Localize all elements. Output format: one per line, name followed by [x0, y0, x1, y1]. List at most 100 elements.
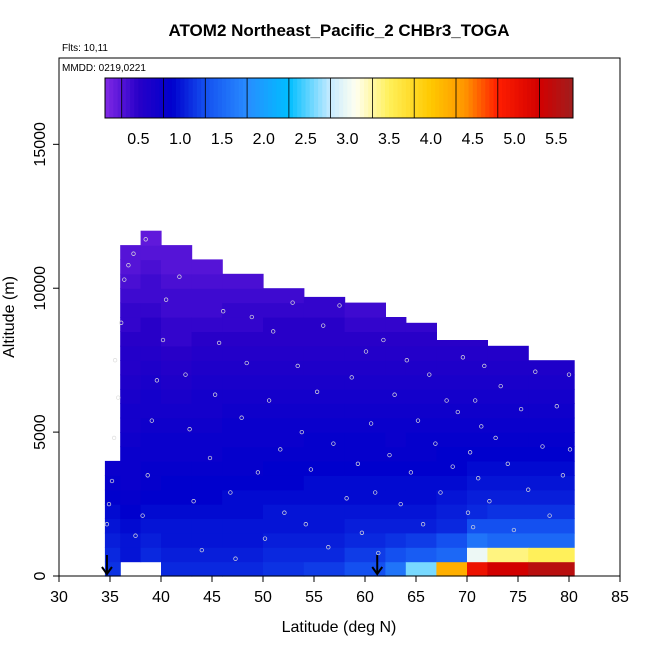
- heatmap-cell: [120, 317, 142, 332]
- colorbar-tick-label: 1.0: [169, 131, 191, 148]
- heatmap-cell: [487, 518, 529, 534]
- colorbar-segment: [117, 78, 123, 118]
- heatmap-cell: [140, 547, 162, 563]
- sample-point: [493, 435, 498, 441]
- heatmap-cell: [140, 532, 162, 548]
- heatmap-cell: [222, 417, 264, 433]
- heatmap-cell: [487, 460, 529, 476]
- heatmap-cell: [405, 432, 437, 448]
- heatmap-cell: [385, 504, 407, 520]
- sample-point: [278, 447, 283, 452]
- colorbar-segment: [138, 78, 144, 118]
- heatmap-cell: [303, 360, 346, 376]
- heatmap-cell: [487, 345, 529, 361]
- heatmap-cell: [487, 432, 529, 448]
- sample-point: [473, 398, 478, 403]
- heatmap-cell: [405, 446, 437, 462]
- heatmap-cell: [161, 374, 193, 390]
- heatmap-cell: [263, 446, 305, 462]
- x-tick-label: 45: [203, 589, 221, 606]
- sample-point: [511, 527, 517, 533]
- heatmap-cell: [120, 504, 142, 520]
- sample-point: [239, 415, 244, 420]
- heatmap-cell: [303, 403, 346, 419]
- colorbar-segment: [247, 78, 252, 118]
- heatmap-cell: [120, 288, 142, 304]
- colorbar-segment: [284, 78, 290, 118]
- colorbar-segment: [176, 78, 181, 118]
- colorbar-segment: [493, 78, 499, 118]
- heatmap-cell: [487, 561, 529, 577]
- colorbar-segment: [430, 78, 436, 118]
- heatmap-cell: [405, 489, 437, 505]
- sample-point: [228, 490, 233, 495]
- heatmap-cell: [385, 547, 407, 563]
- heatmap-cell: [191, 388, 223, 404]
- heatmap-cell: [487, 446, 529, 462]
- heatmap-cell: [140, 432, 162, 448]
- colorbar-segment: [472, 78, 478, 118]
- sample-point: [331, 441, 336, 446]
- heatmap-cell: [161, 446, 193, 462]
- heatmap-cell: [405, 388, 437, 404]
- heatmap-cell: [467, 518, 488, 534]
- chart-title: ATOM2 Northeast_Pacific_2 CHBr3_TOGA: [168, 21, 509, 40]
- heatmap-cell: [140, 475, 162, 491]
- heatmap-cell: [528, 460, 575, 476]
- dates-label: MMDD: 0219,0221: [62, 63, 146, 74]
- colorbar-segment: [330, 78, 336, 118]
- colorbar-tick-label: 5.0: [503, 131, 525, 148]
- heatmap-cell: [120, 345, 142, 361]
- colorbar-segment: [497, 78, 503, 118]
- y-axis: 0 5000 10000 15000: [32, 122, 59, 580]
- colorbar-segment: [364, 78, 369, 118]
- heatmap-cell: [191, 259, 223, 275]
- colorbar-segment: [125, 78, 131, 118]
- sample-point: [160, 337, 166, 343]
- heatmap-cell: [222, 460, 264, 476]
- heatmap-cell: [120, 547, 142, 563]
- heatmap-cell: [385, 432, 407, 448]
- colorbar-segment: [167, 78, 173, 118]
- colorbar-segment: [142, 78, 148, 118]
- colorbar-segment: [146, 78, 152, 118]
- heatmap-cell: [528, 532, 575, 548]
- heatmap-cell: [140, 460, 162, 476]
- colorbar-tick-label: 5.5: [545, 131, 567, 148]
- colorbar-segment: [414, 78, 419, 118]
- colorbar-segment: [163, 78, 169, 118]
- heatmap-cell: [467, 345, 488, 361]
- sample-point: [233, 556, 238, 561]
- heatmap-cell: [303, 460, 346, 476]
- sample-point: [145, 473, 150, 478]
- heatmap-cell: [120, 374, 142, 390]
- heatmap-cell: [222, 360, 264, 376]
- heatmap-cell: [385, 475, 407, 491]
- heatmap-cell: [191, 504, 223, 520]
- heatmap-cell: [120, 460, 142, 476]
- colorbar-segment: [514, 78, 520, 118]
- colorbar-tick-label: 2.0: [253, 131, 275, 148]
- colorbar-segment: [313, 78, 319, 118]
- colorbar: 0.5 1.0 1.5 2.0 2.5 3.0 3.5 4.0 4.5 5.0 5.5: [104, 77, 574, 148]
- heatmap-cell: [104, 547, 121, 563]
- heatmap-cell: [487, 388, 529, 404]
- colorbar-segment: [230, 78, 235, 118]
- colorbar-segment: [280, 78, 286, 118]
- x-tick-label: 85: [611, 589, 629, 606]
- heatmap-cell: [385, 532, 407, 548]
- heatmap-cell: [436, 345, 468, 361]
- x-tick-label: 70: [458, 589, 476, 606]
- sample-point: [433, 441, 438, 446]
- sample-point: [344, 496, 349, 501]
- heatmap-cell: [487, 489, 529, 505]
- heatmap-cell: [436, 374, 468, 390]
- heatmap-cell: [263, 360, 305, 376]
- heatmap-cell: [436, 518, 468, 534]
- heatmap-cell: [344, 317, 386, 332]
- heatmap-cell: [467, 446, 488, 462]
- heatmap-cell: [385, 518, 407, 534]
- x-tick-label: 40: [152, 589, 170, 606]
- colorbar-segment: [234, 78, 240, 118]
